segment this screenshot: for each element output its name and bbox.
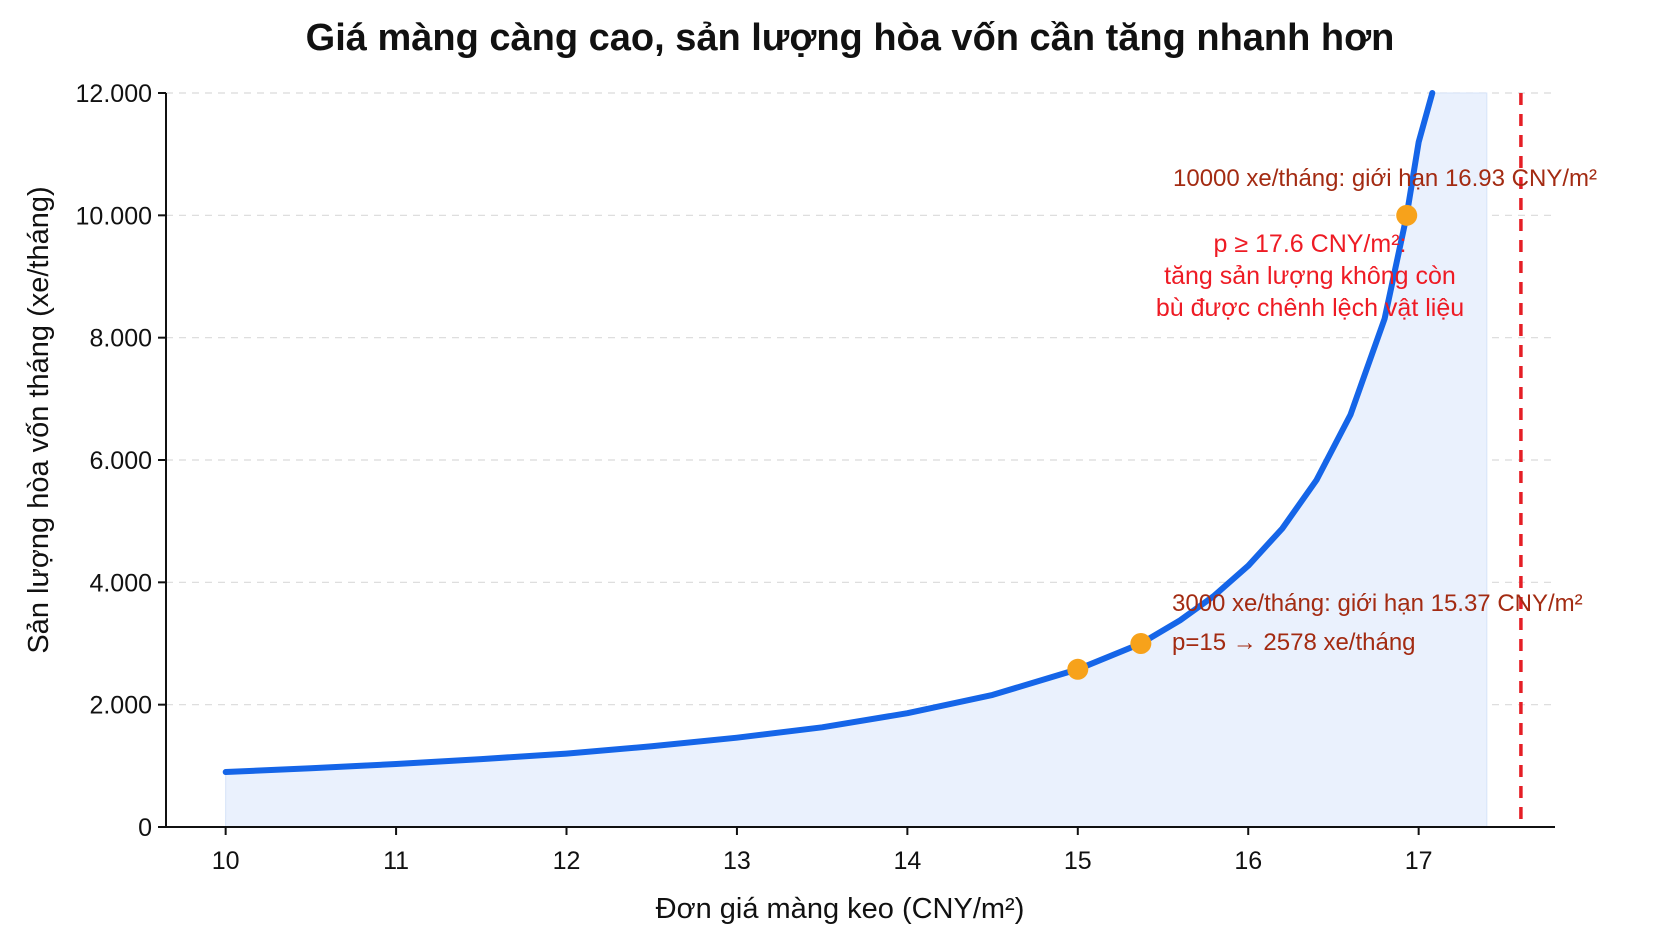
x-tick-label-1: 11 [383, 847, 409, 875]
x-tick-label-3: 13 [723, 847, 751, 875]
annotation-point-3000: 3000 xe/tháng: giới hạn 15.37 CNY/m² [1172, 590, 1583, 617]
data-point-1 [1130, 633, 1152, 654]
threshold-note-line-2: tăng sản lượng không còn [1164, 262, 1456, 290]
data-point-0 [1067, 658, 1089, 680]
x-tick-label-0: 10 [212, 847, 240, 875]
series-line [222, 90, 1436, 775]
y-tick-label-0: 0 [138, 814, 152, 842]
threshold-note-line-1: p ≥ 17.6 CNY/m²: [1214, 230, 1407, 258]
x-tick-labels: 10 11 12 13 14 15 16 17 [212, 827, 1433, 875]
y-tick-label-6: 12.000 [76, 80, 152, 108]
threshold-note-line-3: bù được chênh lệch vật liệu [1156, 294, 1464, 322]
y-axis-label: Sản lượng hòa vốn tháng (xe/tháng) [23, 186, 55, 653]
x-tick-label-7: 17 [1405, 847, 1433, 875]
y-tick-label-3: 6.000 [89, 447, 152, 475]
chart-title: Giá màng càng cao, sản lượng hòa vốn cần… [306, 17, 1395, 59]
y-tick-label-1: 2.000 [89, 692, 152, 720]
y-tick-label-5: 10.000 [76, 202, 152, 230]
data-points [1067, 204, 1418, 680]
y-tick-label-4: 8.000 [89, 325, 152, 353]
series-lines [222, 90, 1436, 775]
annotation-point-2578: p=15 → 2578 xe/tháng [1172, 629, 1416, 656]
x-tick-label-2: 12 [553, 847, 581, 875]
x-tick-label-6: 16 [1234, 847, 1262, 875]
annotation-point-10000: 10000 xe/tháng: giới hạn 16.93 CNY/m² [1173, 165, 1597, 192]
x-axis-label: Đơn giá màng keo (CNY/m²) [656, 893, 1025, 925]
x-tick-label-4: 14 [893, 847, 921, 875]
y-tick-labels: 0 2.000 4.000 6.000 8.000 10.000 12.000 [76, 80, 166, 842]
data-point-2 [1396, 204, 1418, 226]
x-tick-label-5: 15 [1064, 847, 1092, 875]
y-tick-label-2: 4.000 [89, 569, 152, 597]
